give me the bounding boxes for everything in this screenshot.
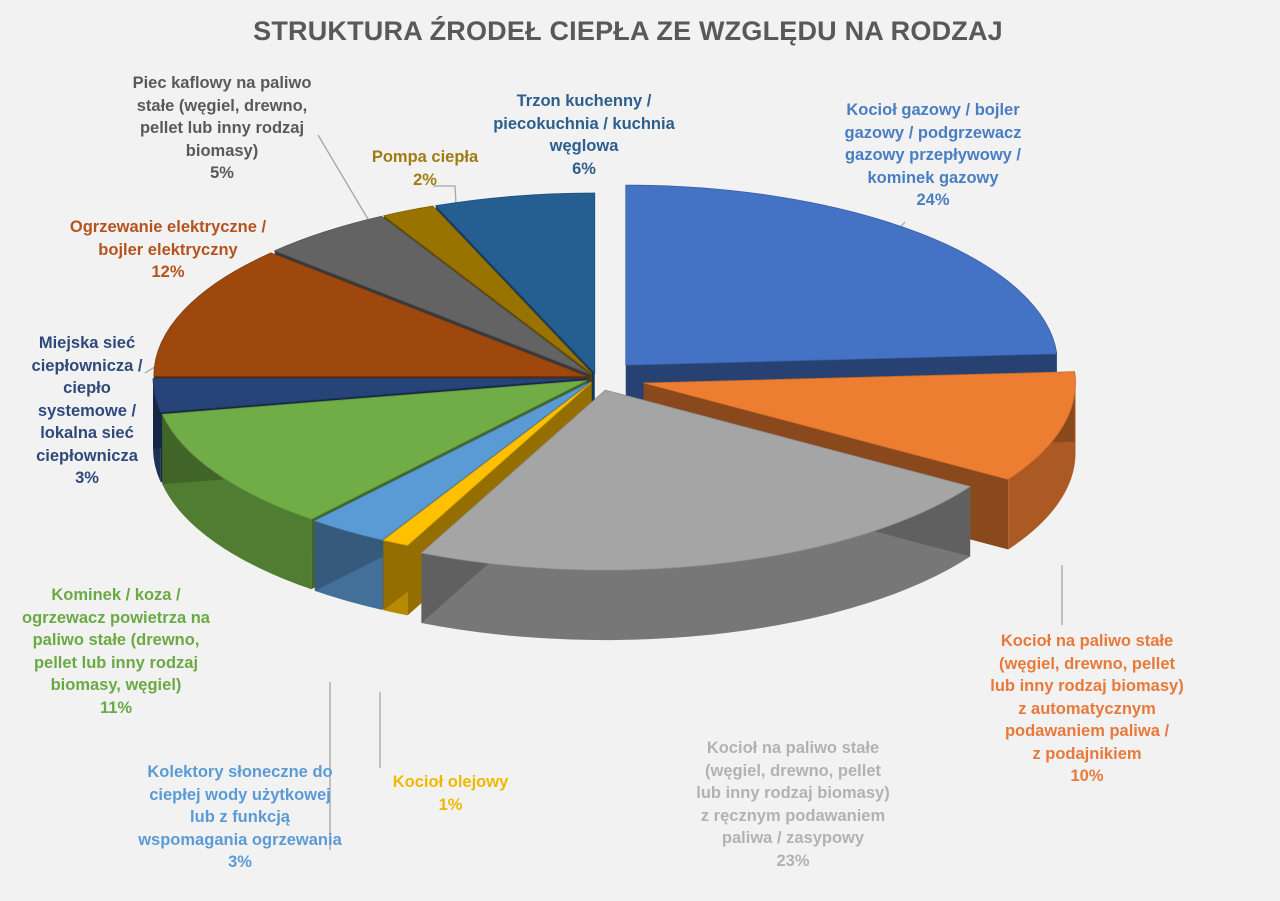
label-kociol-na-paliwo-stale-name: Kocioł na paliwo stałe (węgiel, drewno, … — [696, 739, 890, 847]
label-ogrzewanie-elektryczne-name: Ogrzewanie elektryczne / bojler elektryc… — [69, 218, 267, 259]
label-piec-kaflowy-na-paliwo-name: Piec kaflowy na paliwo stałe (węgiel, dr… — [132, 74, 312, 160]
slice-kociol-na-paliwo-stale-outer-wall — [421, 486, 971, 641]
label-miejska-siec: Miejska sieć ciepłownicza / ciepło syste… — [2, 332, 172, 490]
label-kominek-koza-name: Kominek / koza / ogrzewacz powietrza na … — [22, 586, 210, 694]
label-kominek-koza: Kominek / koza / ogrzewacz powietrza na … — [0, 584, 232, 719]
label-kociol-na-paliwo-stale-name: Kocioł na paliwo stałe (węgiel, drewno, … — [990, 632, 1184, 763]
slice-kociol-olejowy — [382, 382, 592, 546]
slice-kominek-koza-outer-wall — [162, 414, 312, 590]
label-kociol-gazowy-bojler-value: 24% — [916, 191, 950, 209]
label-kociol-gazowy-bojler-name: Kocioł gazowy / bojler gazowy / podgrzew… — [844, 101, 1022, 187]
label-kociol-olejowy-value: 1% — [438, 795, 463, 814]
slice-kociol-gazowy-bojler — [625, 184, 1058, 366]
slice-miejska-siec — [152, 378, 586, 413]
label-kociol-na-paliwo-stale-value: 10% — [1070, 767, 1104, 785]
label-kociol-gazowy-bojler: Kocioł gazowy / bojler gazowy / podgrzew… — [808, 99, 1058, 212]
slice-kociol-na-paliwo-stale-outer-wall — [1008, 383, 1076, 550]
slice-kolektory-sloneczne-do — [313, 381, 591, 541]
label-kociol-na-paliwo-stale-value: 23% — [776, 851, 810, 870]
slice-ogrzewanie-elektryczne — [153, 252, 586, 377]
label-kominek-koza-value: 11% — [99, 698, 133, 717]
label-piec-kaflowy-na-paliwo-value: 5% — [210, 164, 234, 182]
label-kolektory-sloneczne-do-name: Kolektory słoneczne do ciepłej wody użyt… — [138, 763, 342, 849]
label-pompa-ciepla: Pompa ciepła 2% — [345, 146, 505, 191]
slice-pompa-ciepla — [382, 205, 593, 374]
label-ogrzewanie-elektryczne: Ogrzewanie elektryczne / bojler elektryc… — [28, 216, 308, 284]
slice-kociol-na-paliwo-stale — [643, 371, 1076, 480]
label-miejska-siec-value: 3% — [75, 469, 99, 487]
label-trzon-kuchenny-name: Trzon kuchenny / piecokuchnia / kuchnia … — [493, 92, 675, 155]
label-pompa-ciepla-name: Pompa ciepła — [371, 148, 479, 166]
chart-title: STRUKTURA ŹRODEŁ CIEPŁA ZE WZGLĘDU NA RO… — [253, 16, 1003, 46]
slice-kominek-koza — [161, 380, 587, 520]
label-kociol-olejowy: Kocioł olejowy 1% — [368, 771, 533, 816]
label-kolektory-sloneczne-do: Kolektory słoneczne do ciepłej wody użyt… — [100, 761, 380, 874]
label-miejska-siec-name: Miejska sieć ciepłownicza / ciepło syste… — [31, 334, 143, 465]
label-kociol-na-paliwo-stale: Kocioł na paliwo stałe (węgiel, drewno, … — [952, 630, 1222, 788]
pie-tops — [152, 184, 1076, 571]
label-kociol-olejowy-name: Kocioł olejowy — [392, 773, 509, 791]
slice-kociol-na-paliwo-stale — [420, 389, 972, 571]
label-ogrzewanie-elektryczne-value: 12% — [151, 263, 185, 281]
slice-trzon-kuchenny — [434, 192, 596, 375]
label-trzon-kuchenny-value: 6% — [572, 159, 596, 178]
slice-piec-kaflowy-na-paliwo — [273, 215, 590, 375]
label-pompa-ciepla-value: 2% — [413, 170, 437, 189]
label-trzon-kuchenny: Trzon kuchenny / piecokuchnia / kuchnia … — [464, 90, 704, 180]
label-kolektory-sloneczne-do-value: 3% — [228, 853, 252, 871]
label-kociol-na-paliwo-stale: Kocioł na paliwo stałe (węgiel, drewno, … — [658, 737, 928, 872]
label-piec-kaflowy-na-paliwo: Piec kaflowy na paliwo stałe (węgiel, dr… — [88, 72, 356, 185]
